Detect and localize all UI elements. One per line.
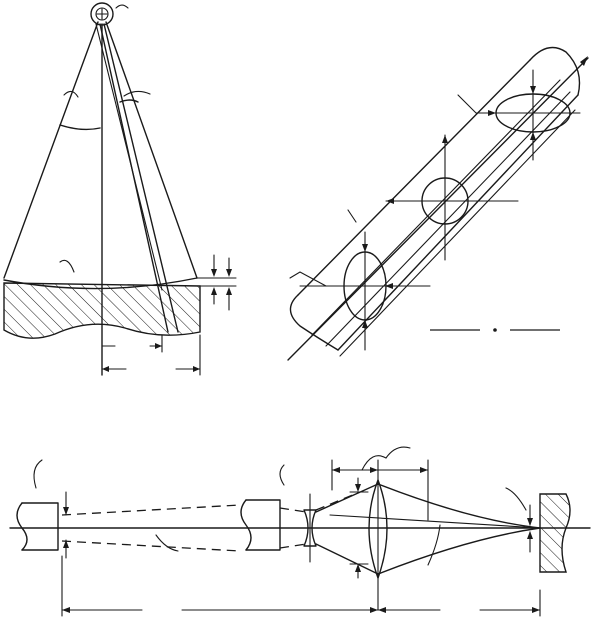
panel-b-beam xyxy=(287,46,589,361)
ray-angle-arc xyxy=(119,99,139,103)
dashed-ray-upper-2 xyxy=(279,507,307,513)
depth-dimension-marks xyxy=(196,254,237,311)
panel-a-cone xyxy=(3,2,237,376)
panel-c-optics xyxy=(9,446,591,617)
beam-section-middle xyxy=(385,134,519,261)
surface-leader xyxy=(59,259,75,273)
cone-angle-arc xyxy=(59,124,101,131)
converging-ray-lower xyxy=(377,527,541,575)
image-target xyxy=(505,487,571,573)
object-height-marks xyxy=(63,491,69,559)
beam-ray-4 xyxy=(339,109,576,357)
beam-outer-edge-bottom xyxy=(337,94,579,351)
beam-section-upper xyxy=(457,69,581,161)
angle-leader-a2 xyxy=(123,90,151,97)
hatched-workpiece xyxy=(3,282,201,339)
beam-end-cap-upper xyxy=(529,46,581,96)
inner-ray-2 xyxy=(103,23,179,333)
dashed-ray-upper xyxy=(61,504,241,516)
beam-ray-3 xyxy=(325,91,571,347)
cone-right-edge xyxy=(105,21,198,279)
total-length-dimension xyxy=(61,555,541,617)
expanding-ray-lower xyxy=(315,543,379,575)
angle-leader-a1 xyxy=(63,90,79,98)
ray-leader-c1 xyxy=(155,534,179,552)
dashed-ray-lower xyxy=(61,540,241,552)
source-point-circle xyxy=(90,2,129,26)
width-dimension-marks xyxy=(101,334,201,376)
beam-ray-2 xyxy=(311,79,561,336)
beam-outer-edge-top xyxy=(297,59,531,296)
object-block xyxy=(16,459,59,551)
beam-section-lower xyxy=(289,209,431,351)
beam-ray-1 xyxy=(287,57,589,361)
cone-left-edge xyxy=(3,21,99,279)
intermediate-block xyxy=(240,464,285,551)
lens-aperture-marks xyxy=(331,446,441,579)
negative-lens xyxy=(303,509,317,547)
converging-ray-upper xyxy=(377,483,541,529)
inner-ray-3 xyxy=(95,23,163,291)
dashed-ray-lower-2 xyxy=(279,543,307,549)
beam-end-cap-lower xyxy=(289,294,339,351)
chain-line-legend xyxy=(430,328,560,332)
